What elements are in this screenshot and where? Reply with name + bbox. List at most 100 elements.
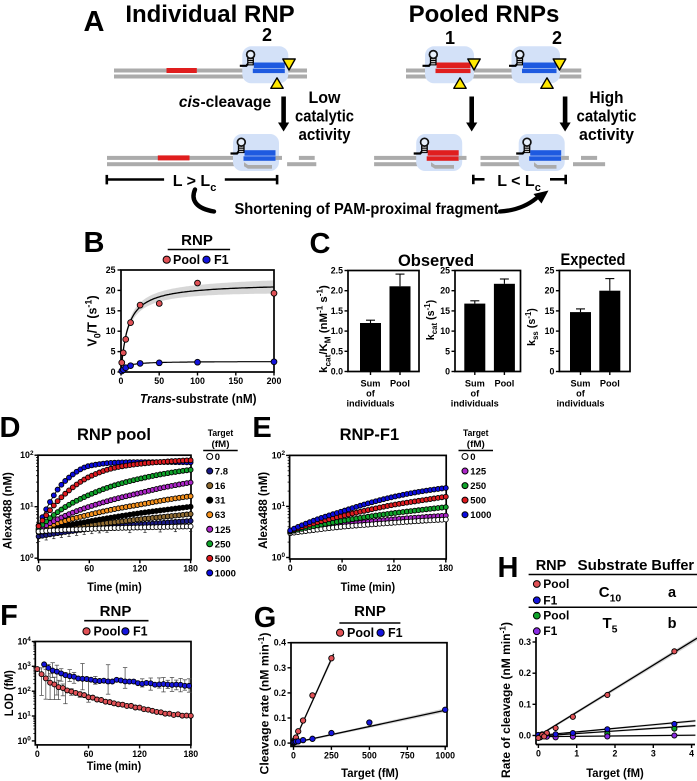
svg-text:Target: Target	[463, 428, 489, 439]
svg-text:b: b	[668, 616, 677, 632]
svg-text:0: 0	[470, 452, 475, 463]
svg-text:Low: Low	[309, 89, 341, 107]
svg-text:(fM): (fM)	[212, 439, 230, 450]
svg-text:0: 0	[536, 749, 541, 759]
svg-text:Time (min): Time (min)	[87, 580, 142, 594]
svg-text:15: 15	[545, 306, 555, 316]
svg-text:2.5: 2.5	[331, 266, 343, 276]
svg-text:102​: 102​	[17, 686, 31, 696]
svg-text:101​: 101​	[20, 501, 34, 511]
svg-text:0: 0	[35, 749, 40, 759]
svg-text:Target (fM): Target (fM)	[341, 766, 399, 780]
svg-text:Target (fM): Target (fM)	[586, 766, 644, 780]
svg-text:1.5: 1.5	[331, 306, 343, 316]
svg-text:F1: F1	[543, 624, 557, 638]
svg-text:F1: F1	[214, 253, 229, 267]
svg-text:Sum: Sum	[361, 379, 381, 389]
svg-text:3: 3	[651, 749, 656, 759]
svg-text:100​: 100​	[272, 552, 286, 562]
svg-text:Pool: Pool	[347, 626, 374, 640]
svg-text:63: 63	[215, 510, 226, 521]
svg-text:Pooled RNPs: Pooled RNPs	[409, 1, 560, 28]
svg-text:Shortening of PAM-proximal fra: Shortening of PAM-proximal fragment	[235, 201, 500, 218]
svg-text:RNP pool: RNP pool	[77, 426, 151, 444]
svg-text:2: 2	[552, 28, 562, 48]
svg-text:60: 60	[84, 749, 94, 759]
svg-text:Pool: Pool	[173, 253, 200, 267]
svg-text:25: 25	[106, 265, 116, 275]
svg-text:a: a	[668, 585, 677, 601]
svg-text:Pool: Pool	[543, 609, 569, 623]
svg-text:0: 0	[288, 563, 293, 573]
svg-text:Rate of cleavage (nM min-1​): Rate of cleavage (nM min-1​)	[497, 622, 513, 778]
svg-text:10: 10	[440, 326, 450, 336]
svg-text:Time (min): Time (min)	[341, 580, 396, 594]
svg-text:25: 25	[440, 266, 450, 276]
svg-text:60: 60	[337, 563, 347, 573]
svg-text:1000: 1000	[435, 750, 455, 760]
svg-text:RNP: RNP	[354, 603, 386, 620]
svg-text:15: 15	[440, 306, 450, 316]
svg-text:F1: F1	[133, 625, 148, 639]
svg-text:individuals: individuals	[557, 399, 605, 409]
svg-text:of: of	[470, 389, 480, 399]
svg-text:Substrate: Substrate	[578, 558, 648, 574]
svg-text:100​: 100​	[17, 736, 31, 746]
svg-text:500: 500	[470, 496, 486, 507]
svg-text:2: 2	[262, 25, 272, 45]
svg-text:Trans-substrate (nM): Trans-substrate (nM)	[140, 392, 257, 406]
svg-text:0.3: 0.3	[274, 663, 286, 673]
svg-text:L > Lc​: L > Lc​	[173, 173, 217, 194]
svg-text:125: 125	[215, 525, 232, 536]
svg-text:activity: activity	[579, 126, 635, 144]
svg-text:0: 0	[549, 367, 554, 377]
svg-text:150: 150	[228, 376, 243, 386]
svg-text:1000: 1000	[215, 568, 236, 579]
svg-text:C: C	[310, 228, 331, 260]
svg-text:250: 250	[324, 750, 339, 760]
svg-text:RNP: RNP	[100, 603, 132, 620]
svg-text:(fM): (fM)	[467, 439, 485, 450]
svg-text:20: 20	[106, 285, 116, 295]
svg-text:101​: 101​	[272, 501, 286, 511]
svg-text:1: 1	[445, 28, 455, 48]
svg-text:Alexa488 (nM): Alexa488 (nM)	[1, 472, 15, 549]
svg-text:20: 20	[545, 286, 555, 296]
svg-text:500: 500	[362, 750, 377, 760]
svg-text:V0​/T (s-1​): V0​/T (s-1​)	[84, 295, 103, 346]
svg-text:0: 0	[36, 564, 41, 574]
svg-text:Pool: Pool	[94, 625, 121, 639]
svg-text:RNP-F1: RNP-F1	[340, 426, 400, 444]
svg-text:Buffer: Buffer	[651, 558, 694, 574]
svg-text:Pool: Pool	[600, 379, 620, 389]
svg-text:LOD (fM): LOD (fM)	[2, 670, 16, 716]
svg-text:cis-cleavage: cis-cleavage	[179, 94, 272, 111]
svg-text:E: E	[252, 412, 271, 444]
svg-text:0.0: 0.0	[331, 367, 343, 377]
svg-text:120: 120	[133, 564, 148, 574]
svg-text:Sum: Sum	[465, 379, 485, 389]
svg-text:catalytic: catalytic	[295, 108, 354, 126]
svg-text:120: 120	[387, 563, 402, 573]
svg-text:1: 1	[574, 749, 579, 759]
svg-text:2: 2	[613, 749, 618, 759]
svg-text:B: B	[84, 227, 105, 259]
svg-text:100​: 100​	[20, 553, 34, 563]
svg-text:5: 5	[549, 346, 554, 356]
svg-text:Observed: Observed	[398, 252, 474, 270]
svg-text:Pool: Pool	[543, 577, 569, 591]
svg-text:10: 10	[545, 326, 555, 336]
svg-text:250: 250	[215, 539, 231, 550]
svg-text:0: 0	[119, 376, 124, 386]
svg-text:H: H	[498, 552, 519, 584]
svg-text:A: A	[84, 6, 105, 38]
svg-text:activity: activity	[299, 126, 352, 144]
svg-text:F: F	[0, 600, 18, 632]
svg-text:25: 25	[545, 266, 555, 276]
svg-text:0: 0	[445, 367, 450, 377]
svg-text:Individual RNP: Individual RNP	[125, 1, 294, 28]
svg-text:catalytic: catalytic	[577, 108, 637, 126]
svg-text:G: G	[254, 602, 277, 634]
svg-text:250: 250	[470, 481, 486, 492]
svg-text:0.2: 0.2	[274, 688, 286, 698]
